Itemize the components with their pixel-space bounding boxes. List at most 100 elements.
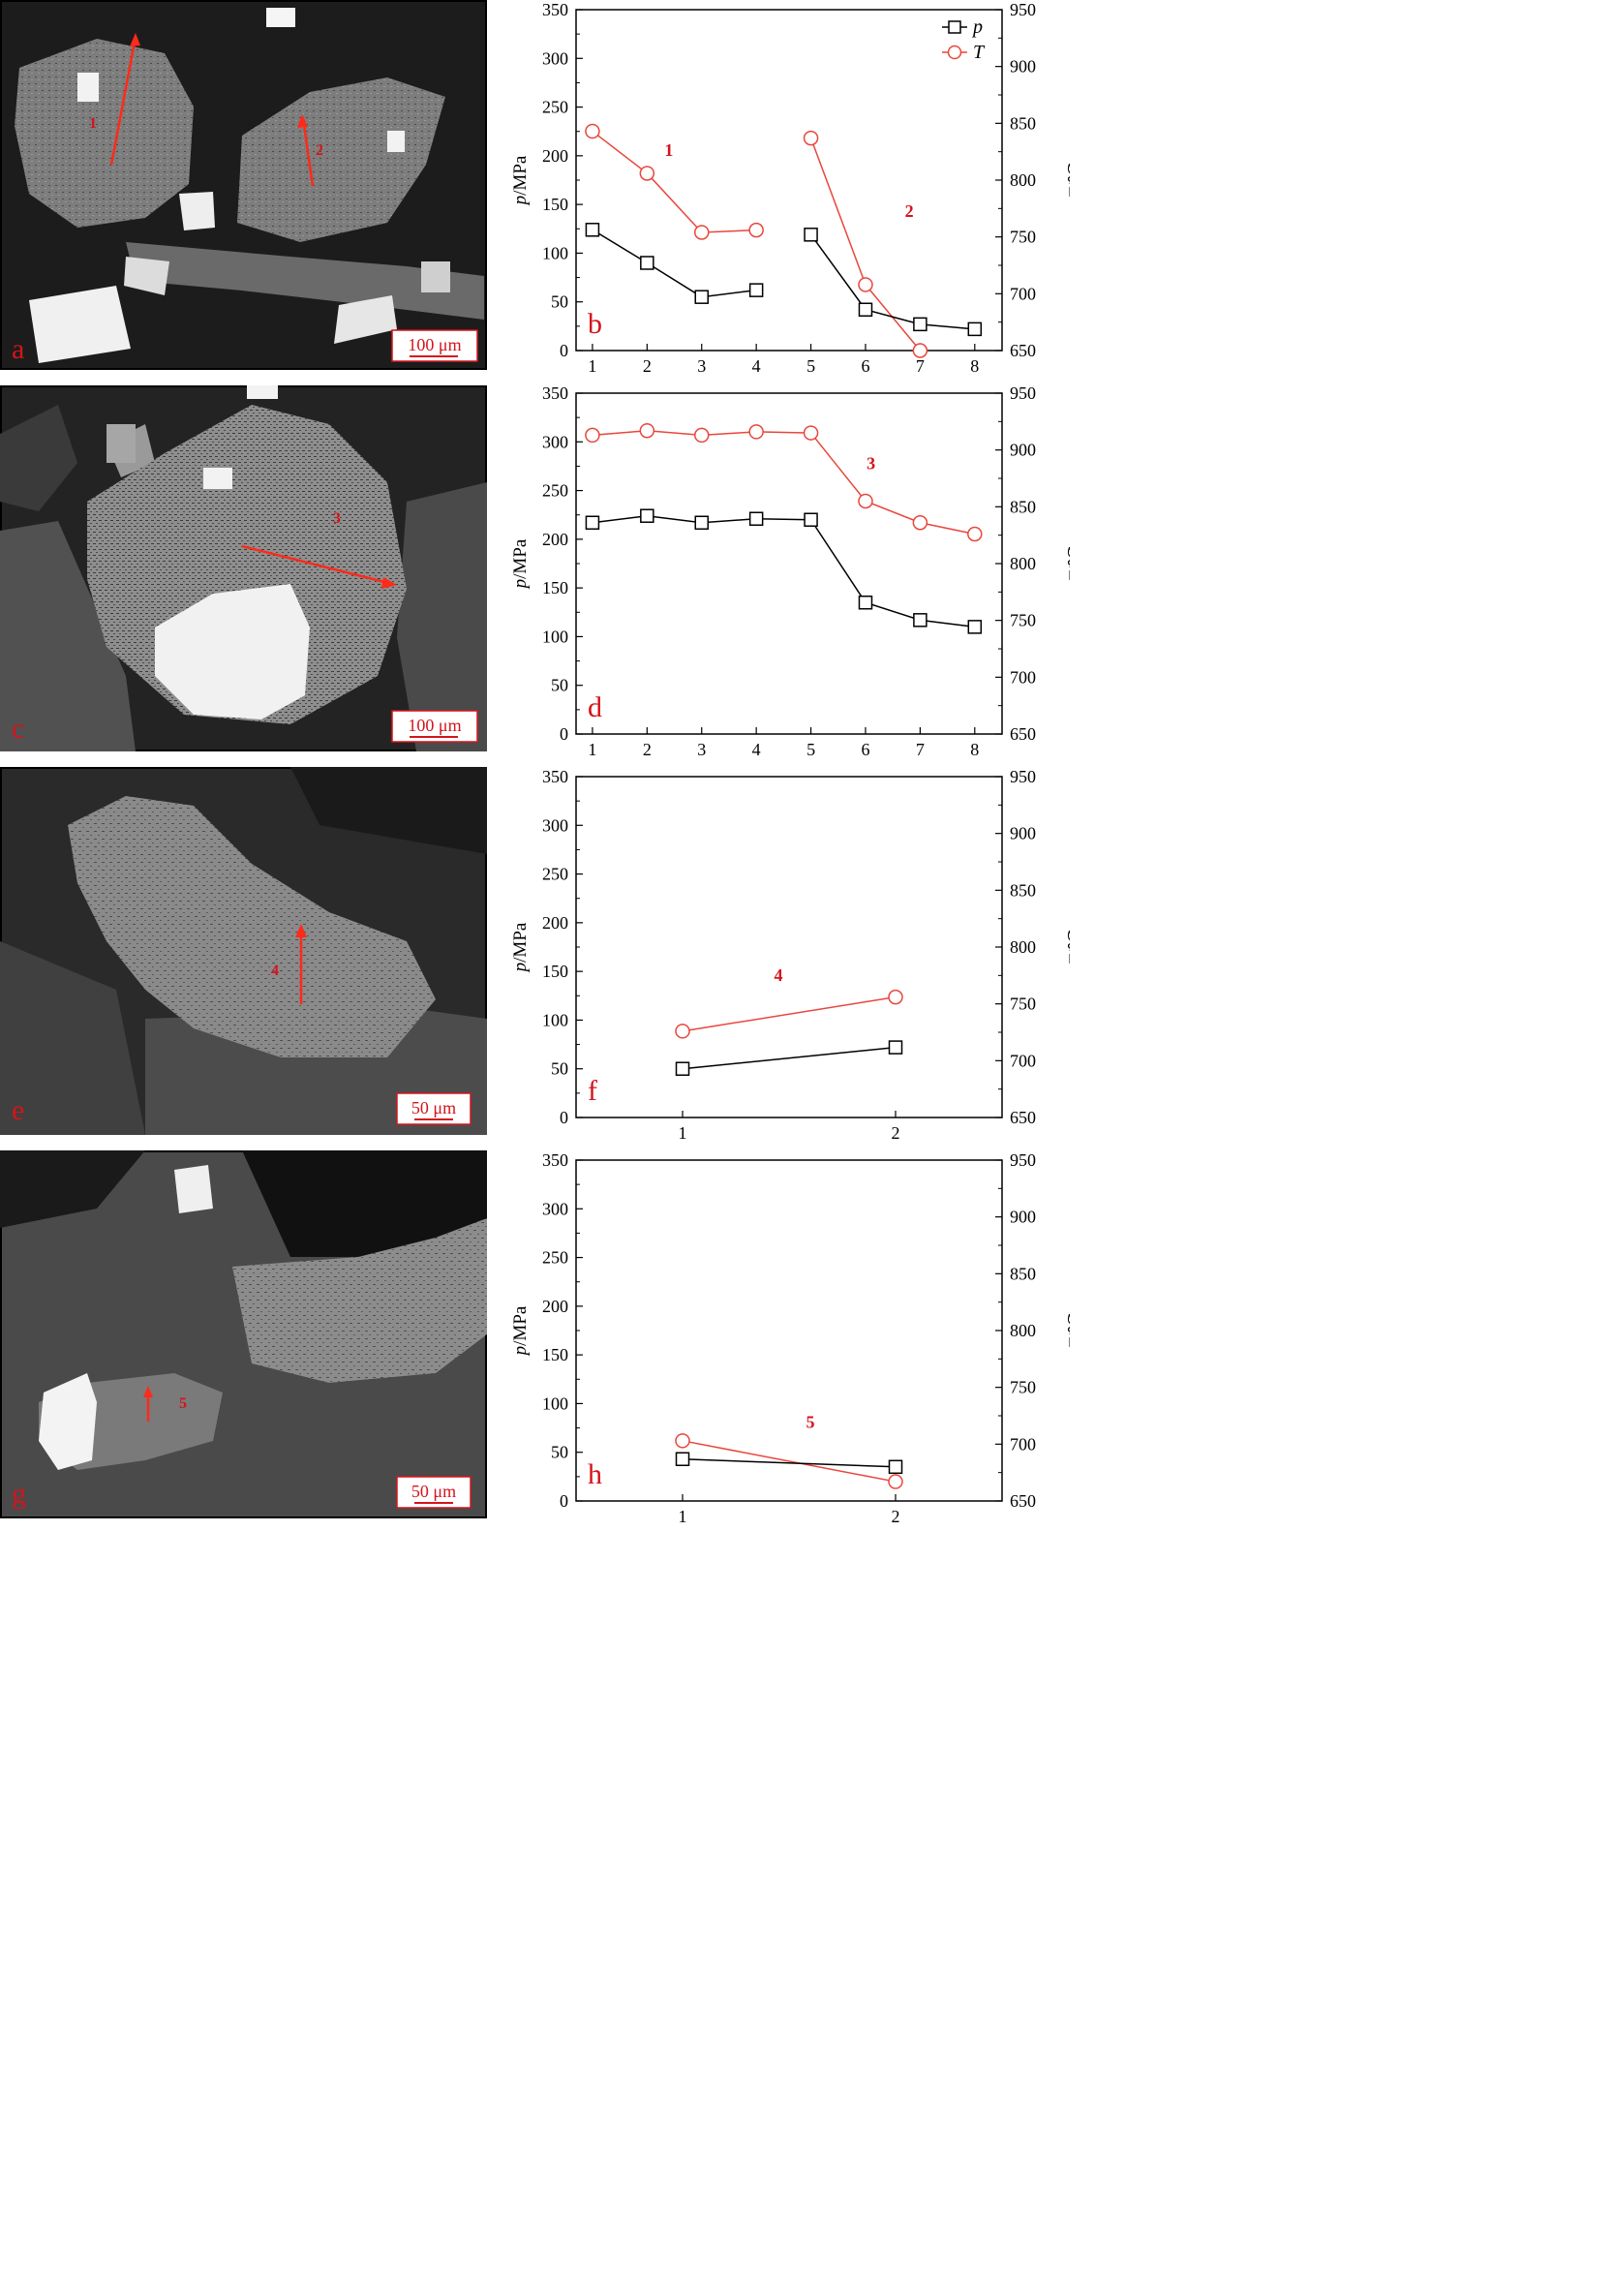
p-point: [694, 290, 709, 304]
micrograph-a-marker-1: 1: [89, 115, 97, 132]
micrograph-g-letter: g: [12, 1478, 26, 1510]
micrograph-a-scale: 100 μm: [408, 335, 461, 354]
chart-d-svg: 0 50 100 150 200 250 300 350 650 700 750 800 850 900 9…: [510, 383, 1086, 759]
y2-tick-label: 650: [1010, 1108, 1036, 1127]
legend-p-marker: [948, 20, 961, 34]
legend-T-marker: [947, 45, 962, 60]
T-point: [585, 123, 600, 139]
chart-d-panel-letter: d: [588, 691, 602, 723]
p-point: [640, 256, 654, 270]
p-point: [913, 613, 928, 628]
y-tick-label: 200: [542, 1297, 568, 1316]
x-tick-label: 2: [643, 356, 652, 376]
y2-tick-label: 950: [1010, 383, 1036, 403]
micrograph-a-letter: a: [12, 333, 24, 365]
y-axis-label: p/MPa: [510, 922, 531, 973]
micrograph-c-scale: 100 μm: [408, 716, 461, 735]
y2-tick-label: 900: [1010, 441, 1036, 460]
x-tick-label: 2: [892, 1507, 900, 1526]
p-series-line: [682, 1458, 897, 1468]
T-point: [748, 424, 764, 440]
T-point: [858, 493, 873, 509]
x-tick-label: 8: [970, 740, 979, 759]
p-series-line: [809, 233, 975, 330]
chart-d-frame: [575, 392, 1003, 735]
micrograph-a: 1 2 a 100 μm: [0, 0, 487, 370]
p-point: [675, 1452, 690, 1467]
p-point: [967, 620, 983, 634]
y2-axis-label: T/℃: [1066, 1312, 1070, 1348]
y-tick-label: 250: [542, 1248, 568, 1268]
x-tick-label: 4: [752, 356, 761, 376]
micrograph-a-image: 1 2 a 100 μm: [0, 0, 487, 370]
x-tick-label: 1: [679, 1123, 687, 1143]
chart-annotation: 3: [867, 453, 875, 473]
y-tick-label: 300: [542, 432, 568, 451]
y2-tick-label: 900: [1010, 1208, 1036, 1227]
chart-h-frame: [575, 1159, 1003, 1502]
y-axis-label: p/MPa: [510, 155, 531, 206]
x-tick-label: 6: [861, 740, 869, 759]
y2-tick-label: 900: [1010, 824, 1036, 843]
y-tick-label: 300: [542, 1199, 568, 1218]
T-point: [675, 1024, 690, 1039]
x-tick-label: 1: [588, 356, 596, 376]
y2-axis-label: T/℃: [1066, 929, 1070, 964]
y2-tick-label: 950: [1010, 767, 1036, 786]
p-point: [640, 508, 654, 523]
y-tick-label: 50: [551, 676, 568, 695]
y2-axis-label: T/℃: [1066, 162, 1070, 198]
y-tick-label: 350: [542, 1150, 568, 1170]
y-tick-label: 350: [542, 383, 568, 403]
y-axis-label: p/MPa: [510, 538, 531, 590]
micrograph-e-marker-4: 4: [271, 963, 279, 979]
x-tick-label: 2: [892, 1123, 900, 1143]
y2-tick-label: 750: [1010, 228, 1036, 247]
T-point: [639, 422, 655, 439]
chart-f: 0 50 100 150 200 250 300 350 650 700 750 800 850 900 9…: [489, 767, 1086, 1150]
y2-tick-label: 800: [1010, 170, 1036, 190]
p-series-line: [592, 229, 757, 298]
x-tick-label: 6: [861, 356, 869, 376]
y-tick-label: 150: [542, 1345, 568, 1364]
x-tick-label: 1: [679, 1507, 687, 1526]
chart-f-frame: [575, 776, 1003, 1118]
y2-tick-label: 700: [1010, 1051, 1036, 1070]
y-tick-label: 200: [542, 146, 568, 166]
p-point: [694, 515, 709, 531]
y2-tick-label: 700: [1010, 1434, 1036, 1454]
y-tick-label: 50: [551, 1443, 568, 1462]
p-series-line: [592, 514, 975, 628]
T-point: [803, 425, 819, 441]
micrograph-c: 3 c 100 μm: [0, 385, 487, 751]
chart-f-svg: 0 50 100 150 200 250 300 350 650 700 750 800 850 900 9…: [510, 767, 1086, 1143]
y-tick-label: 250: [542, 98, 568, 117]
T-series-line: [592, 429, 975, 536]
micrograph-e: 4 e 50 μm: [0, 767, 487, 1135]
p-point: [858, 595, 873, 610]
x-tick-label: 3: [697, 740, 706, 759]
micrograph-e-letter: e: [12, 1094, 24, 1126]
y-tick-label: 50: [551, 292, 568, 312]
x-tick-label: 5: [806, 356, 815, 376]
p-series-line: [682, 1046, 897, 1070]
micrograph-c-image: 3 c 100 μm: [0, 385, 487, 751]
chart-h-svg: 0 50 100 150 200 250 300 350 650 700 750 800 850 900 9…: [510, 1150, 1086, 1526]
chart-annotation: 2: [905, 201, 914, 221]
chart-annotation: 4: [775, 965, 783, 985]
x-tick-label: 2: [643, 740, 652, 759]
x-tick-label: 7: [916, 356, 925, 376]
T-series-line: [592, 130, 757, 233]
T-point: [967, 526, 983, 542]
micrograph-g-scale: 50 μm: [411, 1482, 456, 1501]
x-tick-label: 4: [752, 740, 761, 759]
p-point: [748, 511, 764, 526]
y-tick-label: 150: [542, 578, 568, 597]
y-tick-label: 200: [542, 913, 568, 933]
chart-b: 0 50 100 150 200 250 300 350 650 700 750 800 850 900 9…: [489, 0, 1086, 383]
T-point: [912, 343, 928, 358]
T-point: [803, 130, 819, 146]
p-point: [967, 321, 983, 337]
chart-h: 0 50 100 150 200 250 300 350 650 700 750 800 850 900 9…: [489, 1150, 1086, 1534]
p-point: [585, 223, 600, 237]
